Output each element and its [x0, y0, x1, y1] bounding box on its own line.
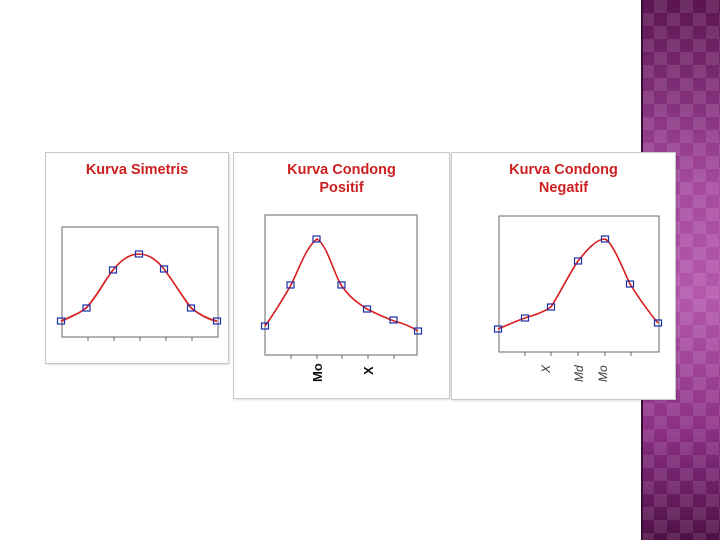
data-point: [108, 266, 118, 274]
plot-frame: [61, 226, 219, 338]
diagram-title: Kurva Condong Negatif: [452, 161, 675, 197]
x-axis-ticks: [524, 352, 632, 356]
x-axis-ticks: [290, 355, 395, 359]
data-point: [600, 235, 610, 243]
data-points: [56, 250, 222, 325]
x-axis-labels: X Md Mo: [539, 364, 610, 382]
negative-skew-plot: X Md Mo: [493, 215, 663, 382]
data-point: [286, 281, 295, 289]
diagram-title-line: Positif: [319, 180, 364, 196]
diagram-title-line: Kurva Condong: [509, 162, 618, 178]
x-label-mo: Mo: [596, 365, 610, 382]
data-point: [362, 305, 372, 313]
data-points: [493, 235, 663, 333]
data-point: [520, 314, 530, 322]
x-axis-ticks: [87, 337, 193, 341]
distribution-curve: [60, 253, 218, 322]
distribution-curve: [264, 238, 419, 332]
diagram-positive-skew-curve: Kurva Condong Positif Mo X: [233, 152, 450, 399]
x-label-mo: Mo: [310, 363, 325, 382]
data-point: [186, 304, 196, 312]
data-point: [134, 250, 144, 258]
x-axis-labels: Mo X: [310, 363, 376, 382]
positive-skew-plot: Mo X: [260, 214, 423, 382]
data-point: [56, 317, 66, 325]
diagram-title: Kurva Simetris: [46, 161, 228, 179]
data-point: [389, 316, 398, 324]
data-point: [625, 280, 635, 288]
diagram-symmetric-curve: Kurva Simetris: [45, 152, 229, 364]
data-point: [337, 281, 346, 289]
symmetric-curve-plot: [56, 226, 222, 341]
x-label-mean: X: [539, 364, 553, 374]
x-label-md: Md: [572, 365, 586, 382]
data-point: [653, 319, 663, 327]
data-point: [312, 235, 321, 243]
data-point: [82, 304, 91, 312]
data-points: [260, 235, 423, 335]
distribution-curve: [497, 238, 659, 330]
data-point: [260, 322, 270, 330]
plot-frame: [498, 215, 660, 353]
data-point: [546, 303, 556, 311]
data-point: [212, 317, 222, 325]
diagram-title-line: Kurva Condong: [287, 162, 396, 178]
diagram-title-line: Negatif: [538, 180, 589, 196]
decorative-side-strip: [641, 0, 720, 540]
diagram-title: Kurva Condong Positif: [234, 161, 449, 197]
data-point: [573, 257, 583, 265]
data-point: [159, 265, 169, 273]
diagram-title-line: Kurva Simetris: [85, 162, 189, 178]
data-point: [493, 325, 503, 333]
x-label-mean: X: [361, 366, 376, 375]
diagram-negative-skew-curve: Kurva Condong Negatif X Md Mo: [451, 152, 676, 400]
data-point: [413, 327, 423, 335]
